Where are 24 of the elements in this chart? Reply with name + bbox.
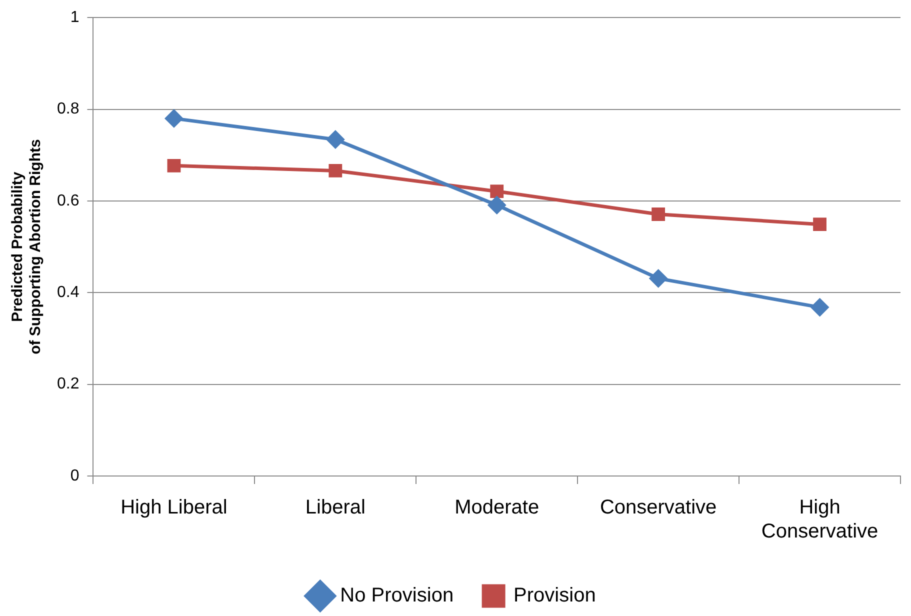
point bbox=[652, 208, 666, 221]
point bbox=[650, 270, 668, 288]
y-tick-label: 0.4 bbox=[56, 284, 80, 302]
x-tick-label: Moderate bbox=[454, 496, 540, 519]
legend-label: Provision bbox=[514, 584, 596, 607]
y-axis-title: Predicted Probability of Supporting Abortion Rights bbox=[9, 139, 44, 354]
point bbox=[813, 218, 826, 232]
point bbox=[488, 196, 506, 214]
point bbox=[490, 184, 504, 198]
point bbox=[328, 164, 342, 178]
legend-label: No Provision bbox=[340, 584, 454, 607]
point bbox=[326, 130, 344, 148]
y-tick-label: 0.6 bbox=[56, 192, 80, 210]
y-tick-label: 0.8 bbox=[56, 100, 80, 118]
x-tick-label: High Conservative bbox=[761, 496, 878, 543]
x-tick-label: Liberal bbox=[305, 496, 366, 519]
point bbox=[811, 298, 829, 316]
point bbox=[167, 158, 181, 172]
y-tick-label: 0 bbox=[70, 467, 80, 484]
x-tick-label: Conservative bbox=[600, 496, 717, 519]
x-tick-label: High Liberal bbox=[120, 496, 228, 519]
y-tick-label: 0.2 bbox=[56, 376, 80, 393]
y-tick-label: 1 bbox=[70, 9, 80, 26]
point bbox=[165, 110, 183, 128]
